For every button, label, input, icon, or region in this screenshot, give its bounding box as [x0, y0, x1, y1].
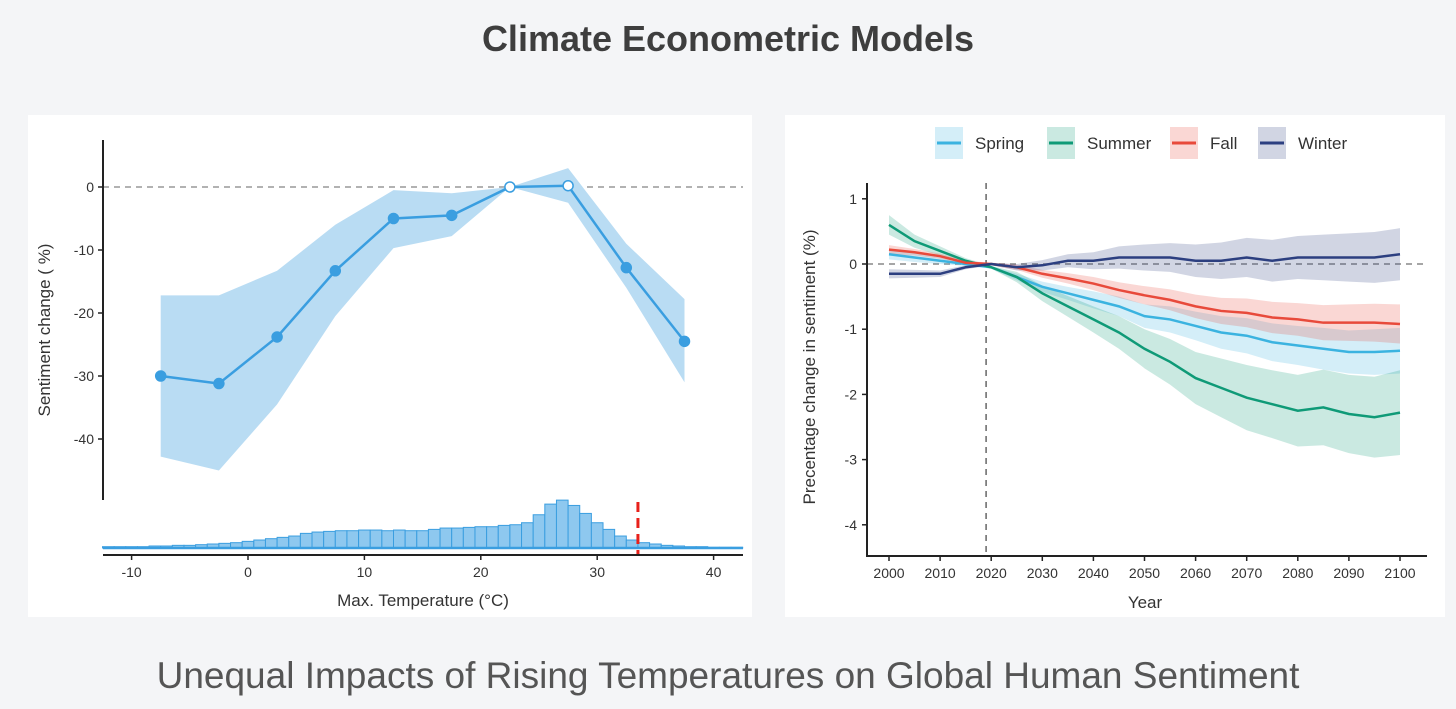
x-tick-label: -10 — [121, 564, 141, 580]
data-point — [154, 370, 167, 382]
x-tick-label: 2000 — [873, 565, 904, 581]
band-winter — [889, 228, 1400, 283]
histogram-bar — [299, 532, 313, 549]
x-tick-label: 30 — [589, 564, 605, 580]
confidence-band — [160, 168, 685, 471]
data-point — [562, 179, 574, 192]
y-tick-label: -30 — [74, 368, 94, 384]
temperature-response-chart: 0 -10 -20 -30 -40 Sentiment change ( %) -10 0 10… — [35, 140, 744, 610]
histogram-bar — [346, 530, 360, 549]
histogram-bar — [451, 527, 464, 549]
x-tick-label: 2040 — [1078, 565, 1109, 581]
histogram-bar — [567, 504, 581, 549]
x-tick-label: 2100 — [1384, 565, 1415, 581]
histogram-bar — [474, 526, 488, 549]
seasonal-projection-chart: 1 0 -1 -2 -3 -4 2000 2010 2020 2030 2040 2050 2060 20… — [800, 127, 1427, 612]
histogram-bar — [486, 526, 499, 549]
x-tick-label: 2080 — [1282, 565, 1313, 581]
x-tick-label: 20 — [473, 564, 489, 580]
x-tick-label: 0 — [244, 564, 252, 580]
histogram-bar — [264, 538, 278, 549]
histogram-bar — [323, 530, 336, 549]
page-title: Climate Econometric Models — [481, 18, 975, 59]
y-tick-label: -10 — [74, 242, 94, 258]
x-tick-label: 2020 — [976, 565, 1007, 581]
y-tick-label: -20 — [74, 305, 94, 321]
histogram-bar — [276, 536, 290, 549]
line-winter — [889, 252, 1401, 276]
x-axis-label: Max. Temperature (°C) — [337, 591, 509, 610]
y-tick-label: 0 — [849, 256, 857, 272]
legend-label-spring: Spring — [975, 134, 1024, 153]
data-point — [678, 335, 691, 348]
x-tick-label: 2070 — [1231, 565, 1262, 581]
histogram-bar — [509, 524, 523, 549]
data-point — [213, 377, 225, 390]
histogram-bar — [358, 529, 371, 549]
histogram-bar — [602, 528, 616, 549]
data-point — [329, 265, 342, 277]
histogram-bar — [590, 522, 604, 549]
x-axis-label: Year — [1128, 593, 1163, 612]
histogram-bar — [579, 512, 592, 549]
histogram-bar — [404, 530, 418, 549]
legend-label-fall: Fall — [1210, 134, 1237, 153]
x-tick-label: 10 — [357, 564, 373, 580]
legend-label-winter: Winter — [1298, 134, 1347, 153]
x-tick-label: 2060 — [1180, 565, 1211, 581]
y-tick-label: -1 — [845, 321, 858, 337]
histogram-bar — [614, 535, 627, 549]
x-tick-label: 2030 — [1027, 565, 1058, 581]
histogram-bar — [288, 535, 301, 549]
x-tick-label: 40 — [706, 564, 722, 580]
data-point — [271, 331, 283, 343]
response-line — [160, 184, 686, 385]
histogram-bar — [311, 531, 325, 549]
y-tick-label: -3 — [845, 452, 858, 468]
line-fall — [888, 248, 1401, 326]
histogram-bar — [416, 530, 429, 549]
histogram-bar — [369, 529, 383, 549]
histogram-bar — [544, 503, 557, 549]
data-point — [504, 181, 516, 193]
seasonal-projection-panel: 1 0 -1 -2 -3 -4 2000 2010 2020 2030 2040 2050 2060 20… — [785, 115, 1445, 617]
y-tick-label: -2 — [845, 386, 858, 402]
y-tick-label: 0 — [86, 179, 94, 195]
histogram-bar — [334, 530, 348, 549]
histogram-bar — [427, 528, 441, 549]
histogram-bar — [393, 529, 406, 549]
temperature-response-panel: 0 -10 -20 -30 -40 Sentiment change ( %) -10 0 10… — [28, 115, 752, 617]
x-tick-label: 2010 — [925, 565, 956, 581]
histogram-bar — [521, 522, 534, 549]
data-point — [387, 212, 400, 225]
histogram-bar — [555, 499, 569, 549]
histogram-bar — [462, 526, 476, 549]
x-tick-label: 2090 — [1333, 565, 1364, 581]
histogram-bar — [439, 527, 453, 549]
x-tick-label: 2050 — [1129, 565, 1160, 581]
data-point — [445, 209, 458, 222]
histogram-bar — [532, 514, 546, 549]
page-subtitle: Unequal Impacts of Rising Temperatures o… — [156, 655, 1300, 696]
y-tick-label: 1 — [849, 191, 857, 207]
histogram-bar — [497, 524, 511, 549]
y-axis-label: Precentage change in sentiment (%) — [800, 230, 819, 505]
y-tick-label: -4 — [845, 517, 858, 533]
legend-label-summer: Summer — [1087, 134, 1152, 153]
data-point — [620, 261, 633, 274]
y-axis-label: Sentiment change ( %) — [35, 244, 54, 417]
histogram-bar — [381, 530, 394, 549]
y-tick-label: -40 — [74, 431, 94, 447]
